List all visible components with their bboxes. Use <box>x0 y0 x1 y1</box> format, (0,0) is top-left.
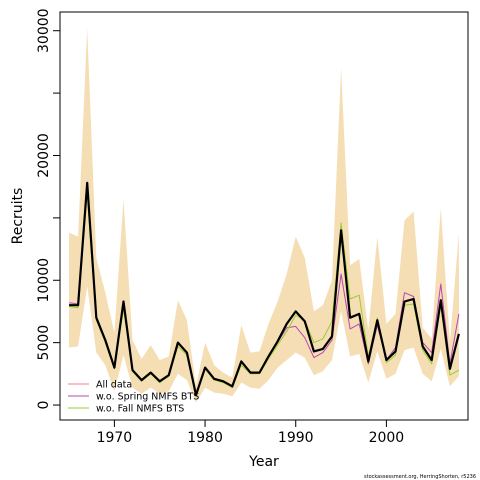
series-line-estimate <box>69 181 460 397</box>
y-tick-label: 5000 <box>36 325 52 361</box>
x-tick-label: 1990 <box>278 430 314 446</box>
y-tick-label: 20000 <box>36 133 52 178</box>
legend-label: w.o. Fall NMFS BTS <box>96 404 184 415</box>
footnote: stockassessment.org, HerringShorten, r52… <box>364 474 476 480</box>
y-tick-label: 10000 <box>36 258 52 303</box>
x-tick-label: 1980 <box>187 430 223 446</box>
x-tick-label: 1970 <box>97 430 133 446</box>
confidence-band <box>69 28 459 403</box>
y-tick-label: 30000 <box>36 8 52 53</box>
x-tick-label: 2000 <box>369 430 405 446</box>
legend-label: All data <box>96 380 132 391</box>
x-axis: 1970 1980 1990 2000 <box>97 419 405 446</box>
y-tick-label: 0 <box>36 401 52 410</box>
x-axis-title: Year <box>248 454 279 470</box>
series-layer <box>69 181 460 397</box>
y-axis-title: Recruits <box>10 188 26 245</box>
y-axis: 0 5000 10000 20000 30000 <box>36 8 61 410</box>
legend-label: w.o. Spring NMFS BTS <box>96 392 199 403</box>
confidence-band-layer <box>69 28 459 403</box>
